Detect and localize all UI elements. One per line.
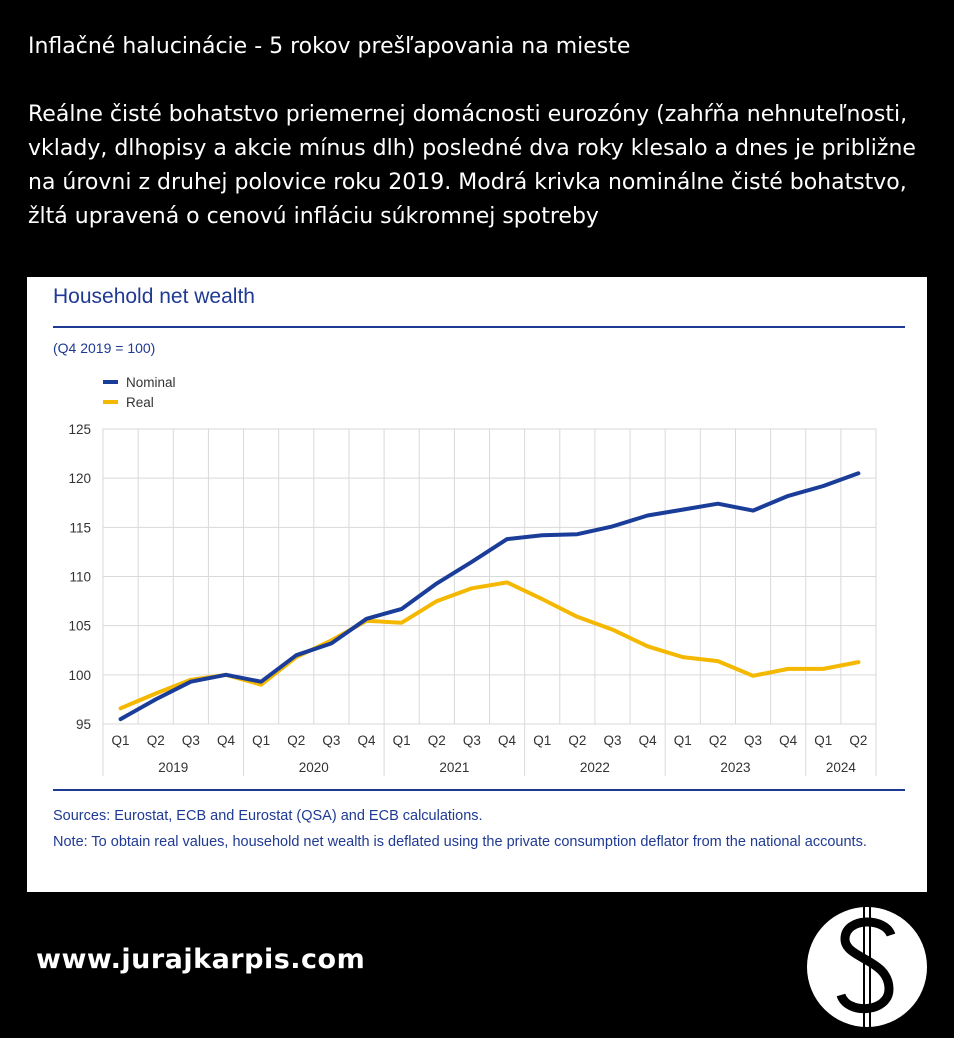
x-tick-label: Q1 [533,733,551,748]
x-tick-label: Q1 [814,733,832,748]
title-rule [53,326,905,328]
legend: Nominal Real [103,375,176,410]
legend-label-nominal: Nominal [126,375,176,390]
x-tick-label: Q1 [674,733,692,748]
note-text: Note: To obtain real values, household n… [53,834,867,850]
y-tick-label: 100 [68,668,91,683]
post-header: Inflačné halucinácie - 5 rokov prešľapov… [28,30,928,234]
x-tick-label: Q4 [779,733,798,748]
post-title: Inflačné halucinácie - 5 rokov prešľapov… [28,34,631,59]
y-tick-label: 110 [69,570,91,585]
x-tick-label: Q1 [252,733,270,748]
legend-label-real: Real [126,395,154,410]
x-tick-label: Q3 [603,733,621,748]
year-label: 2020 [299,760,329,775]
x-tick-label: Q3 [322,733,340,748]
x-tick-label: Q2 [849,733,867,748]
footer-rule [53,789,905,791]
x-tick-label: Q2 [709,733,727,748]
dollar-circle-logo-icon [807,907,927,1027]
post-description: Reálne čisté bohatstvo priemernej domácn… [28,102,916,229]
grid: 95 100 105 110 115 120 125 [68,422,877,732]
year-label: 2024 [826,760,857,775]
year-label: 2023 [720,760,750,775]
x-tick-label: Q1 [393,733,411,748]
series-line-nominal [118,471,861,722]
x-axis: Q1 Q2 Q3 Q4 Q1 Q2 Q3 Q4 Q1 Q2 Q3 Q4 Q1 Q2 Q3 Q4 Q1 Q2 Q3 Q4… [102,724,877,776]
x-tick-label: Q2 [428,733,446,748]
y-tick-label: 125 [68,422,91,437]
chart-title: Household net wealth [53,285,255,308]
year-label: 2022 [580,760,610,775]
y-tick-label: 115 [69,520,91,535]
x-tick-label: Q1 [112,733,130,748]
y-tick-label: 95 [76,717,91,732]
x-tick-label: Q3 [182,733,200,748]
series-lines [118,471,861,722]
x-tick-label: Q2 [568,733,586,748]
x-tick-label: Q4 [498,733,517,748]
year-label: 2021 [439,760,469,775]
x-tick-label: Q2 [287,733,305,748]
x-tick-label: Q3 [463,733,481,748]
chart-card: Household net wealth (Q4 2019 = 100) Nom… [27,277,927,892]
sources-text: Sources: Eurostat, ECB and Eurostat (QSA… [53,808,483,824]
chart-subtitle: (Q4 2019 = 100) [53,340,156,356]
year-label: 2019 [158,760,188,775]
x-tick-label: Q4 [358,733,377,748]
x-tick-label: Q2 [147,733,165,748]
x-tick-label: Q3 [744,733,762,748]
website-link[interactable]: www.jurajkarpis.com [36,944,366,975]
x-tick-label: Q4 [217,733,236,748]
x-tick-label: Q4 [639,733,658,748]
y-tick-label: 120 [68,471,91,486]
y-tick-label: 105 [68,619,91,634]
